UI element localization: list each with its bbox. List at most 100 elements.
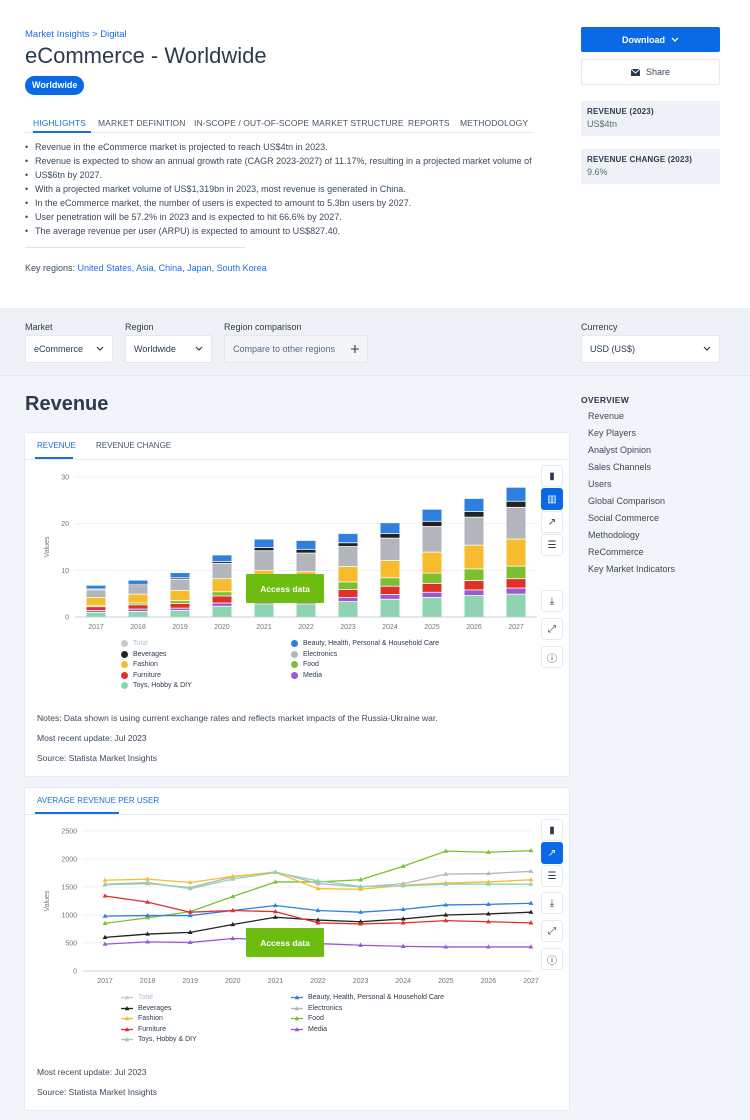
point-media[interactable] [528,944,534,949]
tab-market-structure[interactable]: MARKET STRUCTURE [312,118,404,128]
point-beverages[interactable] [486,911,491,916]
point-food[interactable] [102,920,108,925]
access-data-button[interactable]: Access data [246,574,324,603]
point-toys-hobby-diy[interactable] [528,881,534,886]
bar-segment-food[interactable] [128,603,148,605]
bar-segment-beauty-health-personal-household-care[interactable] [380,523,400,534]
bar-segment-fashion[interactable] [506,539,526,566]
bar-segment-food[interactable] [422,573,442,583]
overview-item-key-players[interactable]: Key Players [588,428,637,438]
bar-segment-electronics[interactable] [170,579,190,590]
point-fashion[interactable] [358,886,363,891]
bar-segment-beverages[interactable] [380,533,400,538]
point-beauty-health-personal-household-care[interactable] [400,906,406,911]
bar-segment-food[interactable] [464,569,484,581]
point-toys-hobby-diy[interactable] [102,881,108,886]
point-furniture[interactable] [443,918,449,923]
point-beauty-health-personal-household-care[interactable] [443,902,449,907]
bar-segment-media[interactable] [506,588,526,594]
bar-segment-beauty-health-personal-household-care[interactable] [464,498,484,512]
point-media[interactable] [187,939,193,945]
point-electronics[interactable] [443,871,449,876]
legend-item-toys-hobby-diy[interactable]: Toys, Hobby & DIY [121,1036,197,1043]
bar-segment-furniture[interactable] [212,596,232,603]
bar-segment-beverages[interactable] [296,549,316,553]
point-toys-hobby-diy[interactable] [358,883,363,889]
legend-item-media[interactable]: Media [291,1026,327,1033]
bar-segment-electronics[interactable] [380,538,400,561]
bar-segment-beverages[interactable] [422,521,442,527]
point-furniture[interactable] [102,893,108,898]
region-select[interactable]: Worldwide [125,335,212,363]
tab-methodology[interactable]: METHODOLOGY [460,118,529,128]
point-furniture[interactable] [528,920,534,925]
point-beverages[interactable] [145,931,150,936]
tab-revenue[interactable]: REVENUE [37,441,76,450]
bar-segment-media[interactable] [212,603,232,606]
point-fashion[interactable] [486,879,491,884]
point-beverages[interactable] [187,929,193,934]
breadcrumb[interactable]: Market Insights > Digital [25,29,127,40]
point-toys-hobby-diy[interactable] [187,886,193,891]
bar-segment-fashion[interactable] [422,552,442,573]
legend-item-furniture[interactable]: Furniture [121,1026,166,1033]
bar-segment-furniture[interactable] [170,603,190,608]
bar-segment-fashion[interactable] [464,545,484,569]
overview-item-recommerce[interactable]: ReCommerce [588,547,644,557]
point-fashion[interactable] [230,873,236,878]
point-beverages[interactable] [443,912,449,917]
point-food[interactable] [273,879,278,884]
point-fashion[interactable] [187,879,193,885]
bar-segment-toys-hobby-diy[interactable] [254,604,274,617]
legend-item-media[interactable]: Media [291,671,322,679]
legend-item-furniture[interactable]: Furniture [121,671,161,679]
bar-segment-fashion[interactable] [212,579,232,592]
point-fashion[interactable] [145,876,150,881]
bar-segment-beauty-health-personal-household-care[interactable] [170,573,190,578]
tab-reports[interactable]: REPORTS [408,118,450,128]
point-beverages[interactable] [273,914,278,919]
bar-segment-beverages[interactable] [506,501,526,507]
point-food[interactable] [400,863,406,868]
bar-segment-food[interactable] [170,601,190,604]
overview-item-analyst-opinion[interactable]: Analyst Opinion [588,445,652,455]
point-toys-hobby-diy[interactable] [400,883,406,888]
bar-segment-toys-hobby-diy[interactable] [296,604,316,617]
point-media[interactable] [145,939,150,944]
bar-chart-icon[interactable]: ▮ [541,819,563,841]
bar-segment-fashion[interactable] [380,560,400,578]
bar-segment-beverages[interactable] [212,561,232,563]
bar-segment-beauty-health-personal-household-care[interactable] [128,580,148,584]
bar-segment-fashion[interactable] [86,597,106,605]
bar-segment-electronics[interactable] [296,553,316,572]
overview-item-key-market-indicators[interactable]: Key Market Indicators [588,564,676,574]
bar-segment-toys-hobby-diy[interactable] [380,599,400,617]
point-furniture[interactable] [358,921,363,926]
bar-segment-furniture[interactable] [422,583,442,592]
tab-market-definition[interactable]: MARKET DEFINITION [98,118,186,128]
bar-segment-beauty-health-personal-household-care[interactable] [296,540,316,549]
bar-segment-furniture[interactable] [338,589,358,597]
point-furniture[interactable] [315,920,321,925]
bar-segment-beverages[interactable] [170,578,190,579]
share-button[interactable]: Share [581,59,720,85]
tab-revenue-change[interactable]: REVENUE CHANGE [96,441,172,450]
compare-regions-button[interactable]: Compare to other regions [224,335,368,363]
info-icon[interactable]: ⓘ [541,646,563,668]
point-toys-hobby-diy[interactable] [315,878,321,883]
bar-segment-media[interactable] [422,592,442,597]
point-beauty-health-personal-household-care[interactable] [358,909,363,914]
point-food[interactable] [145,915,150,920]
overview-item-methodology[interactable]: Methodology [588,530,640,540]
point-furniture[interactable] [230,907,236,913]
point-fashion[interactable] [102,877,108,882]
point-beauty-health-personal-household-care[interactable] [145,912,150,918]
bar-segment-beauty-health-personal-household-care[interactable] [338,533,358,543]
bar-segment-food[interactable] [86,605,106,607]
legend-item-beauty-health-personal-household-care[interactable]: Beauty, Health, Personal & Household Car… [291,640,439,647]
expand-icon[interactable]: ⤢ [541,920,563,942]
overview-item-users[interactable]: Users [588,479,612,489]
point-beauty-health-personal-household-care[interactable] [486,901,491,906]
point-electronics[interactable] [315,881,321,886]
point-toys-hobby-diy[interactable] [273,869,278,875]
